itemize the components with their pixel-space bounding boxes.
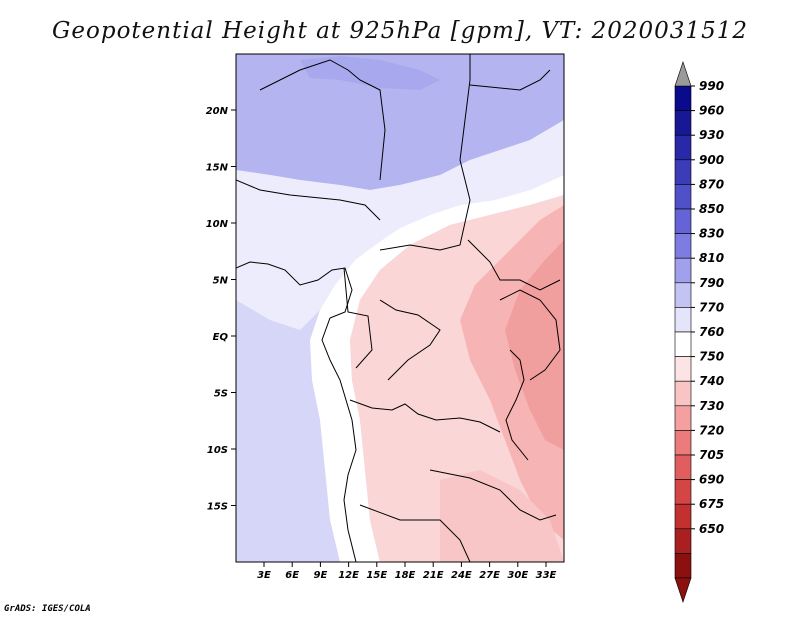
- colorbar-segment: [674, 233, 692, 259]
- lat-tick-label: 15N: [206, 163, 229, 174]
- colorbar-segment: [674, 184, 692, 210]
- lon-tick-label: 33E: [536, 570, 557, 581]
- colorbar-label: 790: [699, 276, 724, 290]
- colorbar-segment: [674, 331, 692, 357]
- chart-title: Geopotential Height at 925hPa [gpm], VT:…: [52, 18, 748, 44]
- colorbar-label: 690: [699, 473, 724, 487]
- rift-low-field: [505, 240, 564, 450]
- longitude-axis: 3E 6E 9E 12E 15E 18E 21E 24E 27E 30E 33E: [257, 562, 557, 581]
- lat-tick-label: 5N: [213, 276, 229, 287]
- lon-tick-label: 6E: [285, 570, 299, 581]
- colorbar-segment: [674, 430, 692, 456]
- colorbar-label: 770: [699, 300, 724, 314]
- coastlines-and-borders: [236, 54, 561, 562]
- lon-tick-label: 3E: [257, 570, 271, 581]
- colorbar-label: 760: [699, 325, 724, 339]
- colorbar-segment: [674, 159, 692, 185]
- colorbar-label: 740: [699, 374, 724, 388]
- lat-tick-label: 10S: [207, 445, 228, 456]
- colorbar: 990 960 930 900 870 850 830 810 790 770 760 750 740 7…: [674, 61, 724, 603]
- colorbar-label: 650: [699, 522, 724, 536]
- lon-tick-label: 24E: [451, 570, 472, 581]
- colorbar-bottom-arrow: [674, 577, 692, 603]
- colorbar-label: 675: [699, 497, 724, 511]
- colorbar-segment: [674, 85, 692, 111]
- colorbar-label: 850: [699, 202, 724, 216]
- lon-tick-label: 21E: [423, 570, 444, 581]
- colorbar-label: 930: [699, 128, 724, 142]
- latitude-axis: 20N 15N 10N 5N EQ 5S 10S 15S: [206, 106, 236, 513]
- colorbar-segment: [674, 405, 692, 431]
- colorbar-segment: [674, 257, 692, 284]
- colorbar-segment: [674, 307, 692, 333]
- lat-tick-label: 5S: [214, 389, 228, 400]
- lat-tick-label: 20N: [206, 106, 229, 117]
- colorbar-segment: [674, 479, 692, 505]
- colorbar-top-arrow: [674, 61, 692, 87]
- colorbar-label: 870: [699, 177, 724, 191]
- lat-tick-label: 15S: [207, 502, 228, 513]
- lon-tick-label: 18E: [395, 570, 416, 581]
- colorbar-segment: [674, 454, 692, 480]
- colorbar-segment: [674, 208, 692, 234]
- lon-tick-label: 9E: [314, 570, 328, 581]
- colorbar-segment: [674, 110, 692, 136]
- south-low-field: [440, 470, 564, 562]
- colorbar-segment: [674, 134, 692, 161]
- colorbar-label: 960: [699, 104, 724, 118]
- lon-tick-label: 12E: [338, 570, 359, 581]
- grads-credit: GrADS: IGES/COLA: [4, 604, 91, 614]
- colorbar-label: 720: [699, 423, 724, 437]
- colorbar-segment: [674, 503, 692, 530]
- colorbar-label: 900: [699, 153, 724, 167]
- lat-tick-label: EQ: [213, 332, 229, 343]
- sahel-field: [236, 120, 564, 330]
- map-frame: [235, 53, 565, 563]
- colorbar-label: 830: [699, 227, 724, 241]
- lon-tick-label: 30E: [507, 570, 528, 581]
- colorbar-segment: [674, 553, 692, 579]
- height-field: [236, 54, 564, 562]
- colorbar-label: 750: [699, 350, 724, 364]
- colorbar-segment: [674, 282, 692, 308]
- colorbar-segment: [674, 528, 692, 554]
- colorbar-segment: [674, 356, 692, 382]
- lon-tick-label: 15E: [366, 570, 387, 581]
- far-north-field: [300, 56, 440, 90]
- colorbar-label: 990: [699, 79, 724, 93]
- colorbar-segment: [674, 380, 692, 407]
- lat-tick-label: 10N: [206, 219, 229, 230]
- colorbar-label: 810: [699, 251, 724, 265]
- lon-tick-label: 27E: [479, 570, 500, 581]
- colorbar-label: 705: [699, 448, 724, 462]
- west-light-field: [310, 175, 564, 562]
- colorbar-label: 730: [699, 399, 724, 413]
